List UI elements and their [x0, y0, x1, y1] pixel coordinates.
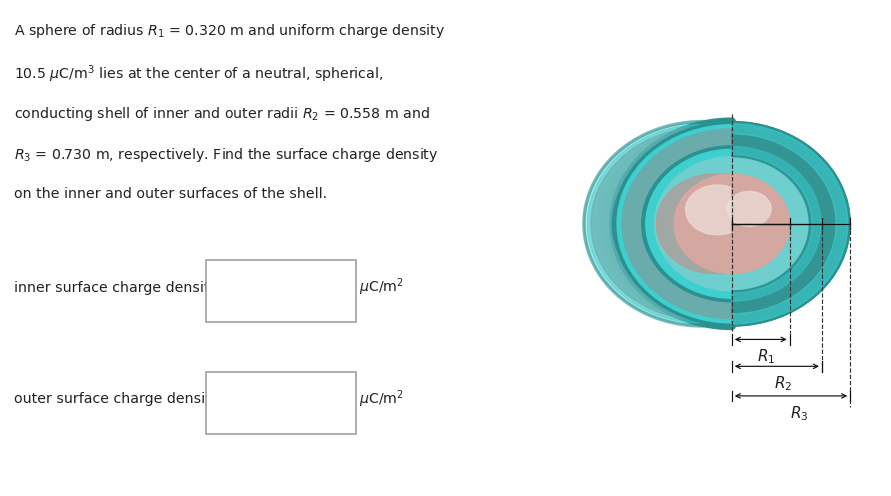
Text: $\mu$C/m$^2$: $\mu$C/m$^2$	[359, 388, 405, 410]
Polygon shape	[732, 158, 807, 289]
Polygon shape	[591, 127, 732, 320]
Text: $R_3$ = 0.730 m, respectively. Find the surface charge density: $R_3$ = 0.730 m, respectively. Find the …	[14, 146, 438, 164]
Ellipse shape	[698, 119, 740, 323]
Ellipse shape	[685, 185, 749, 235]
Polygon shape	[608, 122, 726, 326]
Text: A sphere of radius $R_1$ = 0.320 m and uniform charge density: A sphere of radius $R_1$ = 0.320 m and u…	[14, 22, 446, 40]
Polygon shape	[732, 122, 850, 326]
Text: $R_2$: $R_2$	[774, 374, 793, 393]
Ellipse shape	[646, 149, 818, 298]
Ellipse shape	[642, 146, 822, 302]
Text: inner surface charge density:: inner surface charge density:	[14, 281, 222, 295]
Text: $R_1$: $R_1$	[757, 348, 775, 366]
Polygon shape	[732, 146, 822, 302]
FancyBboxPatch shape	[206, 372, 356, 434]
Polygon shape	[625, 157, 732, 291]
Ellipse shape	[710, 119, 753, 323]
Ellipse shape	[614, 122, 850, 326]
Ellipse shape	[702, 119, 745, 323]
Ellipse shape	[622, 129, 842, 319]
Text: outer surface charge density:: outer surface charge density:	[14, 392, 223, 406]
Polygon shape	[584, 122, 732, 326]
Text: 10.5 $\mu$C/m$^3$ lies at the center of a neutral, spherical,: 10.5 $\mu$C/m$^3$ lies at the center of …	[14, 63, 383, 85]
Ellipse shape	[690, 119, 732, 323]
Polygon shape	[605, 122, 723, 326]
Ellipse shape	[727, 191, 771, 226]
Ellipse shape	[693, 119, 736, 323]
Polygon shape	[587, 124, 732, 323]
Text: conducting shell of inner and outer radii $R_2$ = 0.558 m and: conducting shell of inner and outer radi…	[14, 105, 429, 123]
Ellipse shape	[674, 174, 789, 274]
Polygon shape	[612, 146, 732, 302]
Ellipse shape	[617, 124, 846, 323]
Ellipse shape	[654, 157, 809, 291]
FancyBboxPatch shape	[206, 260, 356, 322]
Polygon shape	[732, 146, 822, 302]
Polygon shape	[732, 174, 789, 274]
Polygon shape	[609, 122, 728, 326]
Polygon shape	[612, 122, 731, 326]
Polygon shape	[732, 147, 821, 301]
Text: $R_3$: $R_3$	[789, 404, 808, 423]
Polygon shape	[732, 124, 848, 324]
Polygon shape	[657, 174, 732, 274]
Text: on the inner and outer surfaces of the shell.: on the inner and outer surfaces of the s…	[14, 187, 327, 201]
Text: $\mu$C/m$^2$: $\mu$C/m$^2$	[359, 277, 405, 299]
Ellipse shape	[707, 119, 749, 323]
